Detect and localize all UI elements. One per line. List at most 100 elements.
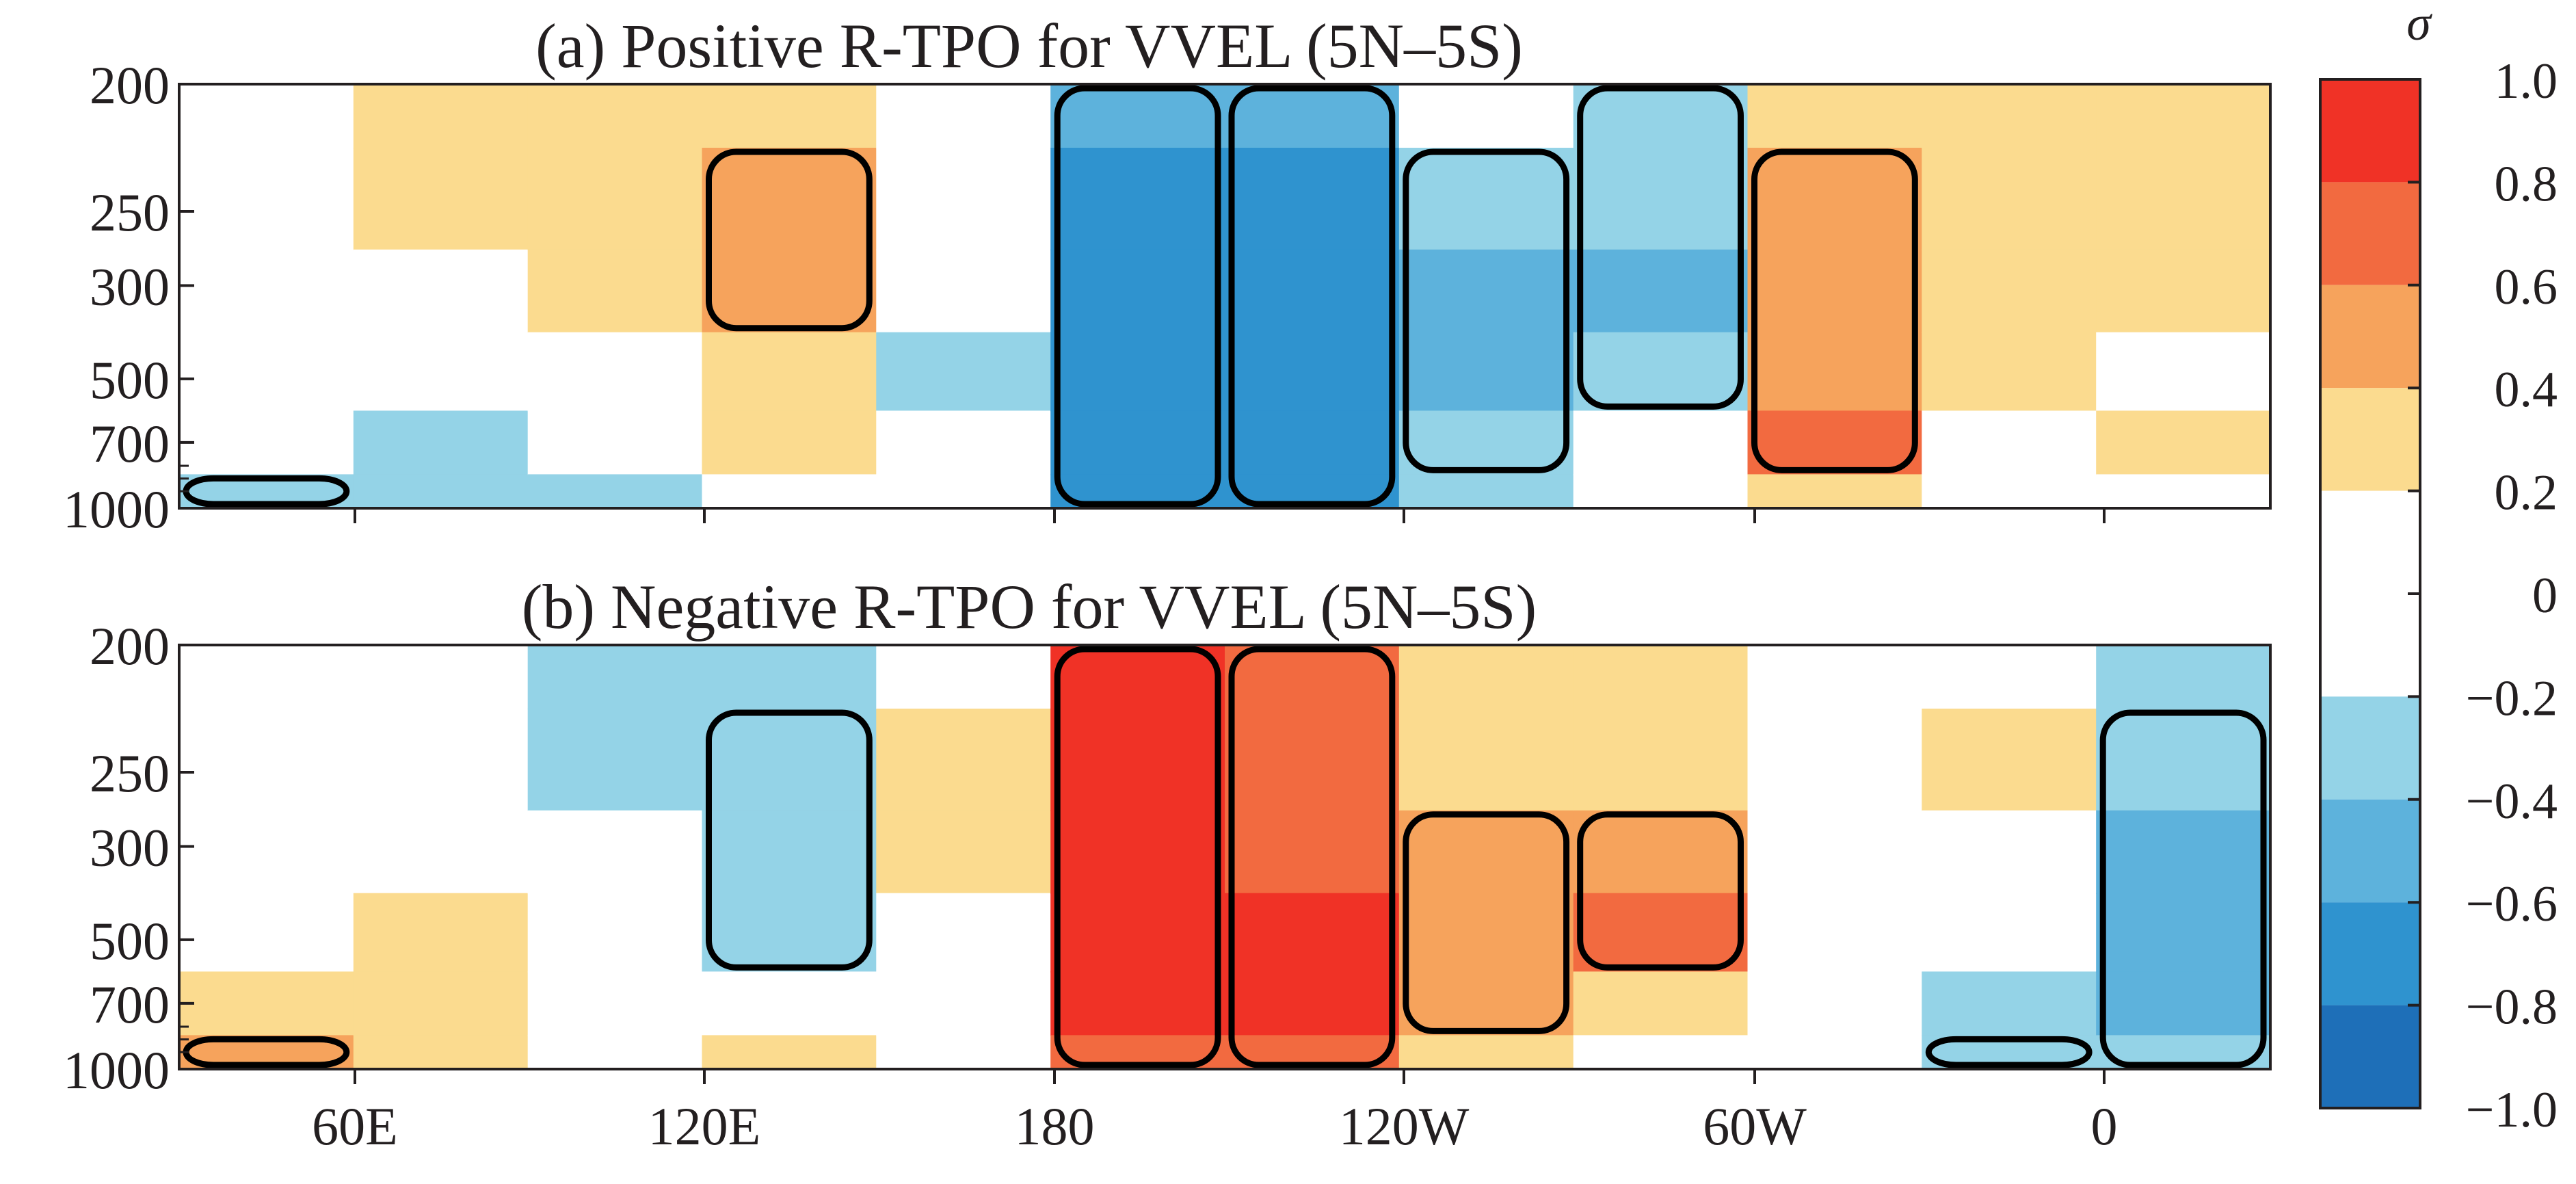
significance-contour [1228,646,1396,1068]
heatmap-cell [2096,249,2271,333]
significance-contour [706,709,873,971]
heatmap-cell [1050,84,1225,148]
heatmap-cell [1398,1035,1574,1070]
heatmap-cell [1398,645,1574,709]
heatmap-cell [1225,332,1400,412]
heatmap-cell [1922,645,2097,709]
colorbar-tick-label: 0.2 [2495,465,2558,521]
heatmap-cell [1747,810,1923,894]
heatmap-cell [702,84,877,148]
heatmap-cell [1050,709,1225,811]
panel-b-frame [178,644,2272,1070]
heatmap-cell [353,971,529,1036]
heatmap-cell [1050,332,1225,412]
heatmap-cell [2096,810,2271,894]
y-tick-label: 300 [90,818,170,878]
heatmap-cell [527,84,703,148]
heatmap-cell [1922,971,2097,1036]
heatmap-cell [2096,332,2271,412]
heatmap-cell [353,410,529,475]
heatmap-cell [876,332,1052,412]
heatmap-cell [1747,84,1923,148]
heatmap-cell [353,810,529,894]
heatmap-cell [702,645,877,709]
heatmap-cell [1573,84,1749,148]
heatmap-cell [2096,971,2271,1036]
heatmap-cell [702,810,877,894]
heatmap-cell [527,709,703,811]
heatmap-cell [876,810,1052,894]
panel-a: (a) Positive R-TPO for VVEL (5N–5S) 2002… [63,11,2272,539]
heatmap-cell [179,249,354,333]
significance-contour [1403,811,1570,1034]
heatmap-cell [1573,709,1749,811]
heatmap-cell [702,709,877,811]
significance-contour [1925,1036,2093,1068]
heatmap-cell [179,148,354,250]
heatmap-cell [702,410,877,475]
heatmap-cell [876,249,1052,333]
heatmap-cell [1398,410,1574,475]
heatmap-cell [876,893,1052,973]
significance-contour [1403,148,1570,473]
heatmap-cell [702,971,877,1036]
colorbar-bin [2320,79,2420,183]
panel-a-contours [183,85,1918,508]
heatmap-cell [1398,249,1574,333]
colorbar-bin [2320,799,2420,903]
heatmap-cell [1398,810,1574,894]
heatmap-cell [876,1035,1052,1070]
colorbar-bin [2320,696,2420,800]
y-tick-label: 300 [90,257,170,317]
heatmap-cell [179,893,354,973]
heatmap-cell [527,410,703,475]
heatmap-cell [1573,249,1749,333]
y-tick-label: 1000 [63,1040,170,1100]
y-tick-label: 200 [90,55,170,115]
heatmap-cell [1922,810,2097,894]
significance-contour [1751,148,1918,473]
heatmap-cell [1050,249,1225,333]
heatmap-cell [1922,148,2097,250]
heatmap-cell [527,332,703,412]
heatmap-cell [179,971,354,1036]
y-tick-label: 500 [90,350,170,410]
heatmap-cell [179,84,354,148]
heatmap-cell [527,893,703,973]
heatmap-cell [1573,645,1749,709]
heatmap-cell [1573,810,1749,894]
heatmap-cell [702,332,877,412]
x-tick-label: 180 [1015,1096,1095,1156]
colorbar-bin [2320,388,2420,491]
colorbar-tick-label: −0.4 [2466,774,2558,830]
colorbar-tick-label: 0.6 [2495,259,2558,315]
heatmap-cell [1050,971,1225,1036]
x-tick-label: 60E [312,1096,398,1156]
heatmap-cell [527,971,703,1036]
panel-b-field [179,645,2271,1070]
y-tick-label: 500 [90,911,170,971]
heatmap-cell [1747,893,1923,973]
significance-contour [1577,811,1744,971]
colorbar-tick-label: −0.6 [2466,876,2558,932]
colorbar-tick-label: −1.0 [2466,1082,2558,1138]
colorbar-tick-label: 0.4 [2495,362,2558,418]
heatmap-cell [876,971,1052,1036]
heatmap-cell [1747,410,1923,475]
heatmap-cell [179,645,354,709]
heatmap-cell [527,148,703,250]
heatmap-cell [702,249,877,333]
heatmap-cell [1747,332,1923,412]
heatmap-cell [353,893,529,973]
y-tick-label: 250 [90,744,170,803]
heatmap-cell [1922,410,2097,475]
colorbar-symbol: σ [2406,0,2432,51]
heatmap-cell [1225,84,1400,148]
heatmap-cell [353,148,529,250]
heatmap-cell [1922,474,2097,509]
x-tick-label: 60W [1703,1096,1807,1156]
heatmap-cell [2096,84,2271,148]
heatmap-cell [1225,645,1400,709]
heatmap-cell [1747,148,1923,250]
